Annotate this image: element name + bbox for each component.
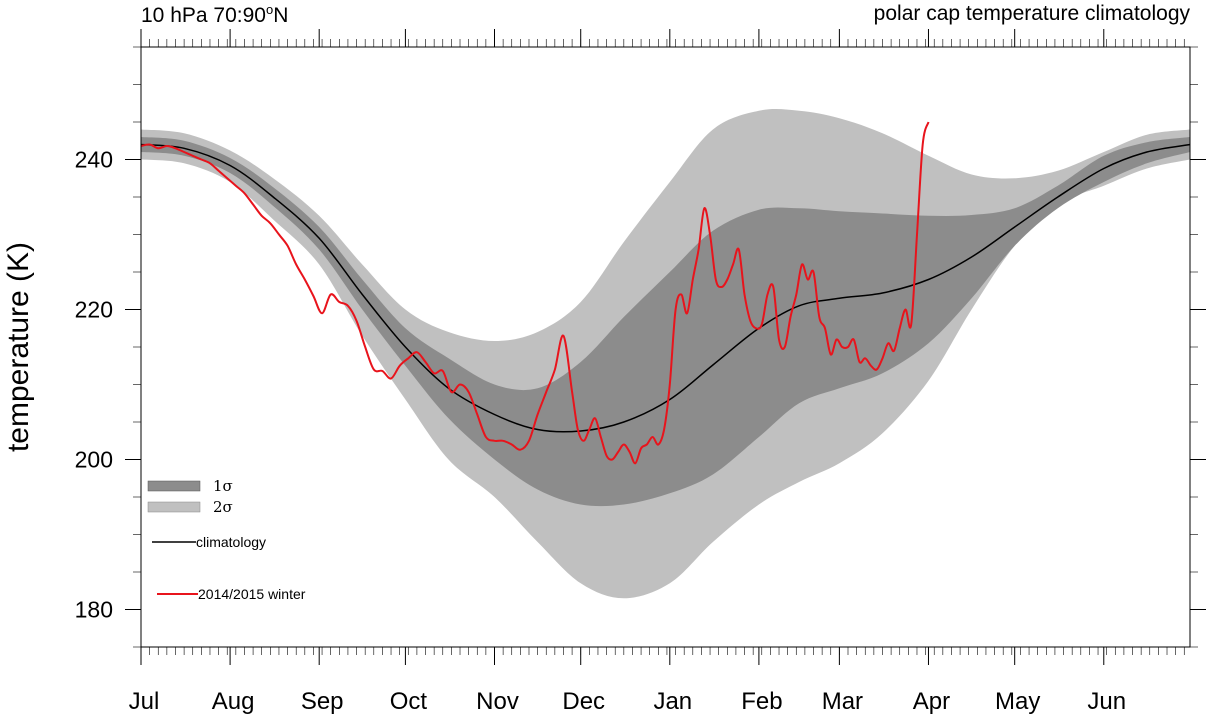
x-tick-label: Nov [476,688,519,715]
legend-label-winter: 2014/2015 winter [198,586,306,602]
axes-layer [125,29,1206,665]
lines-layer [140,121,1191,465]
x-tick-label: Apr [913,688,950,715]
one-sigma-band [141,137,1190,507]
climatology-line [140,143,1191,433]
x-tick-label: Mar [822,688,863,715]
x-tick-label: Jan [653,688,692,715]
y-tick-label: 240 [75,147,113,173]
chart-title-left-degree: o [266,2,273,17]
x-tick-label: Jun [1087,688,1126,715]
chart-title-left: 10 hPa 70:90oN [141,2,288,27]
winter-2014-2015-line [140,121,930,465]
x-tick-label: May [995,688,1040,715]
tick-labels-layer: Jul Aug Sep Oct Nov Dec Jan Feb Mar Apr May Jun 180 2… [75,147,1127,716]
x-tick-label: Aug [212,688,255,715]
chart-title-left-main: 10 hPa 70:90 [141,4,266,27]
y-tick-label: 200 [75,447,113,473]
legend-swatch-2sigma [147,501,201,513]
x-tick-label: Oct [390,688,428,715]
legend-swatch-1sigma [147,480,201,492]
legend-label-climatology: climatology [196,534,266,550]
y-tick-label: 220 [75,297,113,323]
chart-title-left-end: N [273,4,288,27]
x-tick-label: Sep [301,688,344,715]
legend: 1σ 2σ climatology 2014/2015 winter [147,477,306,602]
x-tick-label: Feb [741,688,782,715]
x-tick-label: Jul [129,688,160,715]
legend-label-2sigma: 2σ [213,498,233,516]
one-sigma-band-layer [141,137,1190,507]
y-axis-label: temperature (K) [2,242,35,452]
legend-label-1sigma: 1σ [213,477,233,495]
y-tick-label: 180 [75,597,113,623]
chart-title-right: polar cap temperature climatology [874,2,1191,25]
x-tick-label: Dec [562,688,605,715]
